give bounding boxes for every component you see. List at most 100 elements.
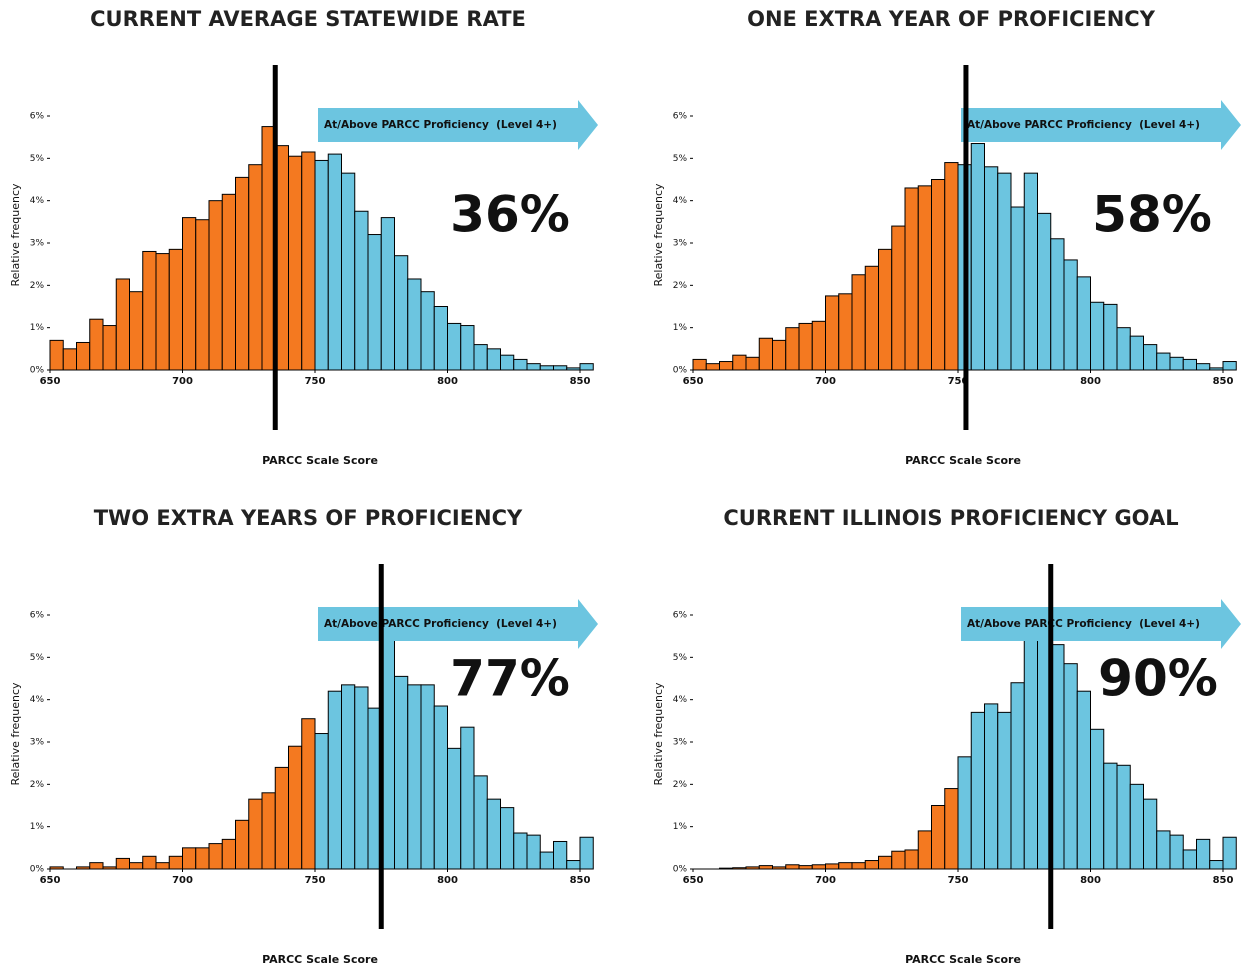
y-tick-label: 2% <box>30 780 45 790</box>
y-tick-label: 2% <box>673 281 688 291</box>
bar <box>811 320 826 371</box>
bar <box>1129 335 1144 371</box>
bar <box>692 358 707 371</box>
bar <box>261 792 276 870</box>
bar <box>288 155 303 371</box>
x-tick-label: 750 <box>948 875 969 886</box>
bar <box>984 166 999 371</box>
bar <box>288 745 303 870</box>
arrow-label: At/Above PARCC Proficiency (Level 4+) <box>324 618 557 630</box>
bar <box>772 866 787 870</box>
arrow-label: At/Above PARCC Proficiency (Level 4+) <box>967 618 1200 630</box>
bar <box>221 838 236 870</box>
bar <box>500 807 515 870</box>
x-tick-label: 850 <box>570 376 591 387</box>
bar <box>1196 838 1211 870</box>
y-axis-label: Relative frequency <box>9 183 22 287</box>
y-tick-label: 5% <box>673 154 688 164</box>
y-tick-label: 4% <box>30 695 45 705</box>
bar <box>129 862 144 870</box>
y-axis-label: Relative frequency <box>652 682 665 786</box>
bar <box>142 855 157 870</box>
bar <box>235 819 250 870</box>
bar <box>526 363 541 371</box>
chart-title: ONE EXTRA YEAR OF PROFICIENCY <box>747 7 1156 31</box>
bar <box>1103 762 1118 870</box>
bar <box>772 339 787 371</box>
x-tick-label: 750 <box>305 875 326 886</box>
y-tick-label: 4% <box>673 196 688 206</box>
bar <box>553 840 568 870</box>
bar <box>248 798 263 870</box>
bar <box>1116 327 1131 371</box>
bar <box>327 690 342 870</box>
bar <box>1023 172 1038 371</box>
bar <box>168 248 183 371</box>
y-tick-label: 6% <box>30 112 45 122</box>
bar <box>997 172 1012 371</box>
bar <box>354 686 369 870</box>
x-tick-label: 700 <box>172 376 193 387</box>
bar <box>1182 358 1197 371</box>
bar <box>142 250 157 371</box>
bar <box>944 162 959 371</box>
bar <box>1010 206 1025 371</box>
bar <box>719 361 734 371</box>
chart-panel: 0% 1% 2% 3% 4% 5% 6% 650 700 750 800 850 At/Above PA… <box>9 7 598 467</box>
bar <box>891 225 906 371</box>
bar <box>354 210 369 371</box>
bar <box>301 151 316 371</box>
y-tick-label: 0% <box>30 366 45 376</box>
percent-annotation: 90% <box>1098 650 1218 708</box>
bar <box>473 344 488 371</box>
x-tick-label: 800 <box>1080 376 1101 387</box>
bar <box>486 348 501 371</box>
bar <box>904 187 919 371</box>
bar <box>931 805 946 870</box>
bar <box>182 847 197 870</box>
x-tick-label: 750 <box>948 376 969 387</box>
bar <box>195 219 210 371</box>
bar <box>1116 764 1131 870</box>
bar <box>460 726 475 870</box>
bar <box>433 306 448 371</box>
bar <box>1156 830 1171 870</box>
x-tick-label: 850 <box>570 875 591 886</box>
bar <box>1063 259 1078 371</box>
bar <box>394 255 409 371</box>
y-tick-label: 4% <box>30 196 45 206</box>
bar <box>76 866 91 870</box>
bar <box>1209 860 1224 870</box>
bar <box>155 862 170 870</box>
bar <box>420 291 435 371</box>
chart-panel: 0% 1% 2% 3% 4% 5% 6% 650 700 750 800 850 At/Above PA… <box>9 506 598 966</box>
x-tick-label: 650 <box>40 376 61 387</box>
bar <box>1222 836 1237 870</box>
x-tick-label: 700 <box>172 875 193 886</box>
bar <box>327 153 342 371</box>
bar <box>1129 783 1144 870</box>
y-tick-label: 6% <box>673 112 688 122</box>
bar <box>394 675 409 870</box>
bar <box>76 341 91 371</box>
bar <box>984 703 999 870</box>
bar <box>732 354 747 371</box>
bar <box>864 265 879 371</box>
bar <box>314 733 329 870</box>
bar <box>274 766 289 870</box>
arrow-label: At/Above PARCC Proficiency (Level 4+) <box>967 119 1200 131</box>
y-tick-label: 5% <box>30 653 45 663</box>
y-tick-label: 6% <box>30 611 45 621</box>
bar <box>460 325 475 371</box>
bar <box>1209 367 1224 371</box>
bar <box>447 747 462 870</box>
y-tick-label: 0% <box>673 366 688 376</box>
bar <box>758 337 773 371</box>
y-tick-label: 4% <box>673 695 688 705</box>
bar <box>864 860 879 870</box>
chart-title: CURRENT AVERAGE STATEWIDE RATE <box>90 7 526 31</box>
percent-annotation: 77% <box>450 650 570 708</box>
bar <box>195 847 210 870</box>
bar <box>745 356 760 371</box>
